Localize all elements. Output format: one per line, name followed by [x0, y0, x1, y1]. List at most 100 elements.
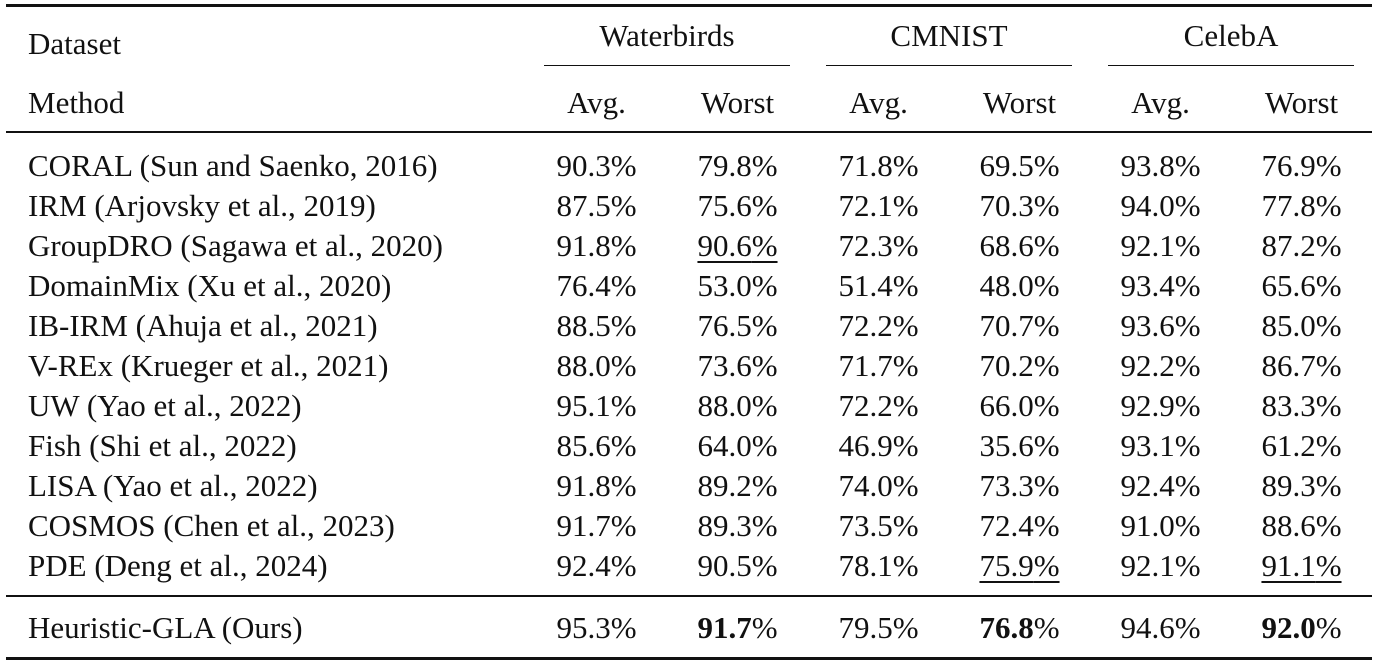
percent-sign: % — [1174, 507, 1201, 543]
percent-sign: % — [1174, 147, 1201, 183]
method-name: IB-IRM (Ahuja et al., 2021) — [28, 307, 378, 343]
cell-number: 91.1 — [1261, 547, 1316, 583]
cell-number: 51.4 — [838, 267, 893, 303]
header-row-metrics: Method Avg. Worst Avg. Worst Avg. Worst — [6, 73, 1372, 133]
dataset-label: Dataset — [6, 4, 526, 73]
method-name: LISA (Yao et al., 2022) — [28, 467, 318, 503]
percent-sign: % — [1315, 507, 1342, 543]
table-cell-value: 48.0% — [949, 265, 1090, 305]
cell-number: 64.0 — [697, 427, 752, 463]
cell-number: 77.8 — [1261, 187, 1316, 223]
percent-sign: % — [1315, 307, 1342, 343]
table-cell-value: 73.6% — [667, 345, 808, 385]
group-header-celeba: CelebA — [1090, 4, 1372, 73]
percent-sign: % — [1174, 387, 1201, 423]
percent-sign: % — [751, 147, 778, 183]
cell-number: 94.0 — [1120, 187, 1175, 223]
table-cell-value: 66.0% — [949, 385, 1090, 425]
percent-sign: % — [1315, 609, 1342, 645]
percent-sign: % — [1315, 467, 1342, 503]
cell-number: 75.6 — [697, 187, 752, 223]
cell-number: 95.1 — [556, 387, 611, 423]
table-cell-value: 76.4% — [526, 265, 667, 305]
table-cell-value: 79.8% — [667, 132, 808, 185]
method-name: COSMOS (Chen et al., 2023) — [28, 507, 395, 543]
table-cell-value: 70.3% — [949, 185, 1090, 225]
percent-sign: % — [751, 347, 778, 383]
percent-sign: % — [1315, 187, 1342, 223]
cell-number: 79.8 — [697, 147, 752, 183]
table-cell-value: 72.1% — [808, 185, 949, 225]
cell-number: 79.5 — [838, 609, 893, 645]
cell-number: 92.9 — [1120, 387, 1175, 423]
method-name: DomainMix (Xu et al., 2020) — [28, 267, 392, 303]
table-cell-value: 51.4% — [808, 265, 949, 305]
cell-number: 95.3 — [556, 609, 611, 645]
percent-sign: % — [892, 427, 919, 463]
table-cell-value: 68.6% — [949, 225, 1090, 265]
percent-sign: % — [1174, 547, 1201, 583]
cell-number: 53.0 — [697, 267, 752, 303]
subcolumn-header: Avg. — [526, 73, 667, 133]
cell-number: 92.2 — [1120, 347, 1175, 383]
percent-sign: % — [610, 387, 637, 423]
percent-sign: % — [610, 427, 637, 463]
percent-sign: % — [1033, 427, 1060, 463]
table-cell-value: 85.6% — [526, 425, 667, 465]
table-cell-value: 94.6% — [1090, 595, 1231, 660]
percent-sign: % — [1315, 227, 1342, 263]
table-cell-value: 91.0% — [1090, 505, 1231, 545]
method-name: Fish (Shi et al., 2022) — [28, 427, 297, 463]
cell-number: 61.2 — [1261, 427, 1316, 463]
cell-number: 72.2 — [838, 307, 893, 343]
cell-number: 92.1 — [1120, 227, 1175, 263]
percent-sign: % — [1174, 187, 1201, 223]
percent-sign: % — [751, 467, 778, 503]
table-cell-value: 35.6% — [949, 425, 1090, 465]
cell-number: 85.6 — [556, 427, 611, 463]
percent-sign: % — [610, 347, 637, 383]
table-cell-value: 88.6% — [1231, 505, 1372, 545]
table-cell-value: 91.7% — [667, 595, 808, 660]
table-cell-value: 91.1% — [1231, 545, 1372, 596]
percent-sign: % — [1033, 347, 1060, 383]
percent-sign: % — [1315, 387, 1342, 423]
percent-sign: % — [892, 227, 919, 263]
percent-sign: % — [610, 507, 637, 543]
table-cell-value: 92.2% — [1090, 345, 1231, 385]
percent-sign: % — [751, 609, 778, 645]
table-cell-value: 91.7% — [526, 505, 667, 545]
percent-sign: % — [1315, 547, 1342, 583]
table-row: UW (Yao et al., 2022) 95.1% 88.0% 72.2% 66.0… — [6, 385, 1372, 425]
subcolumn-header: Worst — [667, 73, 808, 133]
percent-sign: % — [1174, 427, 1201, 463]
table-cell-value: 76.9% — [1231, 132, 1372, 185]
method-name: CORAL (Sun and Saenko, 2016) — [28, 147, 438, 183]
table-cell-value: 76.5% — [667, 305, 808, 345]
cell-number: 65.6 — [1261, 267, 1316, 303]
cell-number: 48.0 — [979, 267, 1034, 303]
table-cell-value: 93.6% — [1090, 305, 1231, 345]
table-row: DomainMix (Xu et al., 2020) 76.4% 53.0% 51.… — [6, 265, 1372, 305]
cell-number: 88.6 — [1261, 507, 1316, 543]
cell-number: 91.8 — [556, 227, 611, 263]
cell-number: 76.8 — [979, 609, 1034, 645]
cell-number: 90.6 — [697, 227, 752, 263]
percent-sign: % — [1174, 267, 1201, 303]
percent-sign: % — [1174, 227, 1201, 263]
subcolumn-header: Avg. — [808, 73, 949, 133]
subcolumn-header: Worst — [949, 73, 1090, 133]
cell-number: 71.8 — [838, 147, 893, 183]
percent-sign: % — [1174, 609, 1201, 645]
percent-sign: % — [610, 267, 637, 303]
percent-sign: % — [751, 227, 778, 263]
cell-number: 73.3 — [979, 467, 1034, 503]
percent-sign: % — [1315, 147, 1342, 183]
cell-number: 76.9 — [1261, 147, 1316, 183]
cell-number: 72.2 — [838, 387, 893, 423]
percent-sign: % — [751, 267, 778, 303]
results-table: Dataset Waterbirds CMNIST CelebA Method … — [6, 4, 1372, 660]
table-cell-value: 71.7% — [808, 345, 949, 385]
percent-sign: % — [892, 147, 919, 183]
